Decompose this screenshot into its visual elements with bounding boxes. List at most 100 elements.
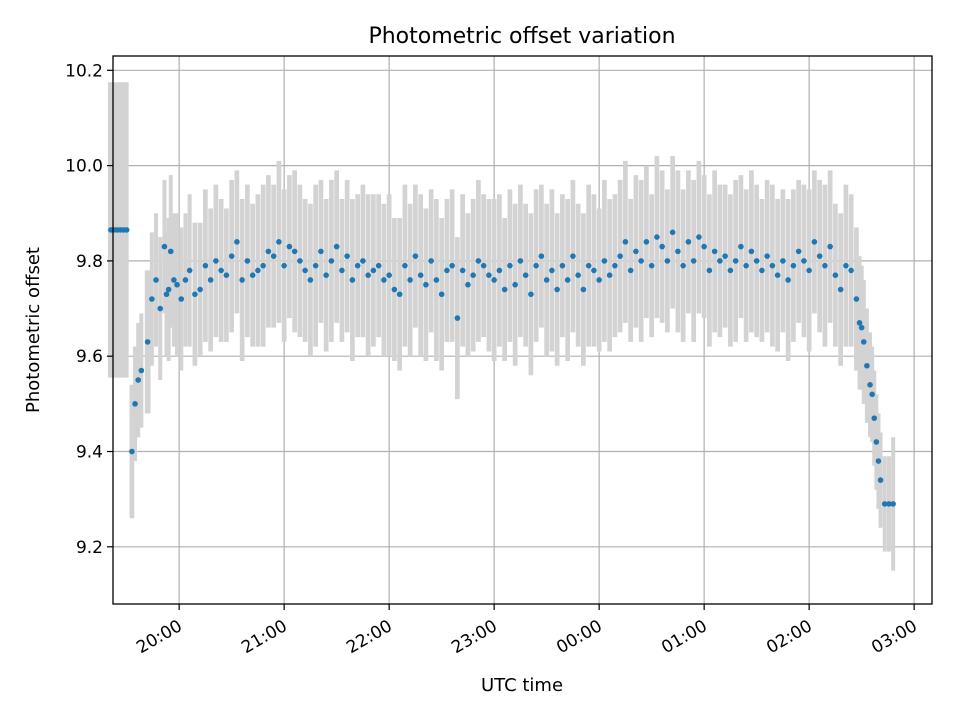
y-tick-label: 10.2 <box>65 61 103 81</box>
data-point <box>690 258 697 264</box>
data-point <box>412 253 419 259</box>
data-point <box>648 262 655 269</box>
data-point <box>213 258 219 264</box>
data-point <box>875 458 882 464</box>
data-point <box>501 286 508 293</box>
y-tick-label: 10.0 <box>65 157 103 177</box>
data-point <box>886 501 892 507</box>
data-point <box>449 262 455 269</box>
data-point <box>685 239 692 245</box>
data-point <box>860 339 867 345</box>
data-point <box>161 243 168 250</box>
data-point <box>496 267 503 274</box>
data-point <box>816 253 823 259</box>
data-point <box>858 324 865 331</box>
data-point <box>843 262 849 269</box>
data-point <box>759 267 765 274</box>
data-point <box>438 291 445 298</box>
data-point <box>533 262 539 269</box>
data-point <box>601 258 608 264</box>
x-tick-label: 00:00 <box>553 616 605 658</box>
data-point <box>297 258 303 264</box>
x-axis-ticks: 20:00 21:00 22:00 23:00 00:00 01:00 02:00 03:00 <box>133 604 921 658</box>
data-point <box>163 291 170 298</box>
data-point <box>848 267 854 274</box>
data-point <box>554 286 560 293</box>
data-point <box>165 286 172 293</box>
data-point <box>276 239 282 245</box>
data-point <box>302 267 308 274</box>
data-point <box>738 243 744 250</box>
data-point <box>633 248 639 255</box>
data-point <box>433 277 440 283</box>
data-point <box>617 253 623 259</box>
data-point <box>680 262 686 269</box>
data-point <box>837 286 844 293</box>
data-point <box>785 277 791 283</box>
data-point <box>255 267 261 274</box>
chart-title: Photometric offset variation <box>368 24 675 49</box>
data-point <box>286 243 293 250</box>
data-point <box>606 272 613 279</box>
data-point <box>517 258 524 264</box>
data-point <box>570 253 576 259</box>
data-point <box>853 296 860 302</box>
data-point <box>417 272 424 279</box>
data-point <box>167 248 174 255</box>
x-tick-label: 21:00 <box>238 616 290 658</box>
data-point <box>585 262 592 269</box>
data-point <box>643 239 650 245</box>
data-point <box>528 291 534 298</box>
data-point <box>223 272 230 279</box>
x-tick-label: 23:00 <box>448 616 500 658</box>
y-tick-label: 9.8 <box>76 252 103 272</box>
data-point <box>365 272 371 279</box>
data-point <box>402 262 408 269</box>
data-point <box>470 272 476 279</box>
data-point <box>538 253 545 259</box>
data-point <box>291 248 298 255</box>
data-point <box>360 258 366 264</box>
data-point <box>129 448 135 455</box>
plot-frame <box>112 55 933 605</box>
data-point <box>864 362 870 369</box>
data-point <box>182 277 189 283</box>
data-point <box>706 267 713 274</box>
data-point <box>153 277 159 283</box>
data-point <box>135 377 141 383</box>
x-tick-label: 22:00 <box>343 616 395 658</box>
data-point <box>856 320 863 326</box>
data-point <box>249 272 256 279</box>
x-tick-label: 03:00 <box>868 616 920 658</box>
data-point <box>132 401 138 407</box>
data-point <box>873 439 880 445</box>
data-point <box>627 267 634 274</box>
data-point <box>192 291 198 298</box>
data-point <box>811 239 818 245</box>
data-point <box>144 339 151 345</box>
data-point <box>386 272 392 279</box>
data-point <box>307 277 314 283</box>
data-point <box>638 258 644 264</box>
data-point <box>344 253 350 259</box>
data-point <box>312 262 319 269</box>
data-point <box>748 248 755 255</box>
data-point <box>871 415 878 421</box>
data-point <box>396 291 403 298</box>
data-point <box>881 501 888 507</box>
y-tick-label: 9.4 <box>76 443 103 463</box>
data-point <box>354 262 361 269</box>
data-point <box>780 258 786 264</box>
data-point <box>543 277 550 283</box>
x-tick-label: 01:00 <box>658 616 710 658</box>
data-point <box>265 248 272 255</box>
data-point <box>753 258 760 264</box>
data-point <box>622 239 629 245</box>
data-point <box>717 258 723 264</box>
data-point <box>827 243 833 250</box>
data-point <box>197 286 203 293</box>
data-point <box>696 234 702 240</box>
data-point <box>727 267 734 274</box>
data-point <box>507 262 513 269</box>
data-point <box>675 248 681 255</box>
